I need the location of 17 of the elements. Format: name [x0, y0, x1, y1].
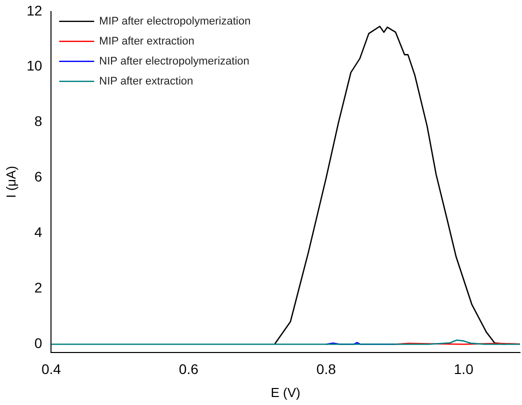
legend-label: NIP after electropolymerization [99, 55, 250, 68]
y-tick-label: 6 [34, 168, 42, 185]
y-axis-title: I (μA) [3, 166, 18, 198]
y-tick-label: 0 [34, 335, 42, 352]
y-tick-label: 12 [26, 2, 42, 18]
legend-label: MIP after electropolymerization [99, 15, 251, 28]
y-tick-label: 10 [26, 58, 42, 74]
y-tick-label: 4 [34, 224, 42, 240]
y-tick-label: 2 [34, 280, 42, 296]
legend-label: NIP after extraction [99, 75, 194, 88]
x-tick-label: 0.8 [316, 360, 336, 377]
x-axis-title: E (V) [270, 384, 300, 400]
x-tick-label: 1.0 [454, 360, 474, 377]
x-tick-label: 0.6 [178, 360, 199, 377]
legend-label: MIP after extraction [99, 35, 194, 48]
y-tick-label: 8 [34, 113, 42, 130]
x-tick-label: 0.4 [41, 360, 62, 377]
